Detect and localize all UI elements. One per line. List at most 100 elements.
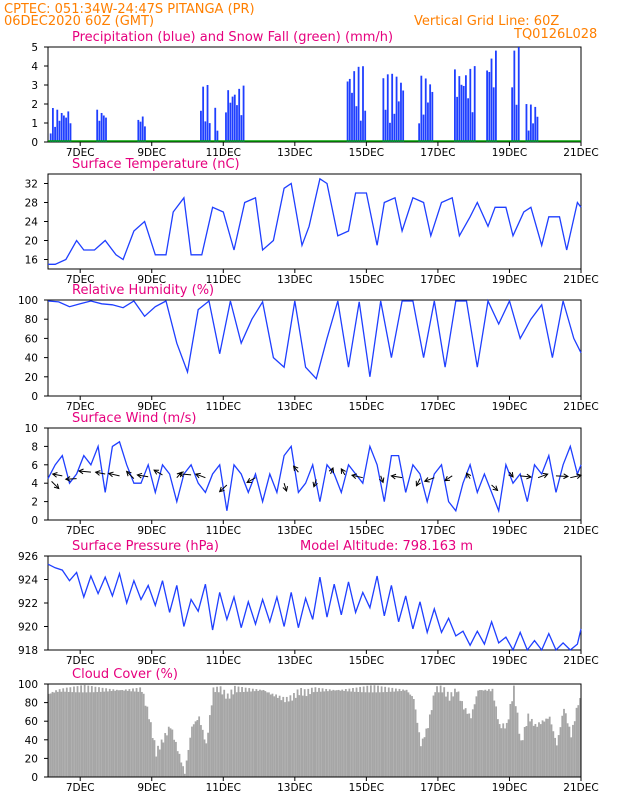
- cloud-bar: [200, 725, 202, 777]
- x-tick-label: 21DEC: [563, 525, 598, 537]
- cloud-bar: [538, 722, 540, 777]
- cloud-bar: [187, 749, 190, 777]
- cloud-bar: [284, 702, 286, 777]
- panel-frame: [47, 555, 582, 651]
- cloud-bar: [55, 690, 57, 777]
- y-tick-label: 926: [18, 551, 38, 563]
- cloud-bar: [334, 690, 336, 777]
- wind-arrow-head: [51, 472, 58, 478]
- cloud-bar: [259, 689, 261, 777]
- precip-bar: [420, 75, 423, 142]
- cloud-bar: [234, 685, 236, 777]
- precip-bar: [200, 110, 202, 142]
- cloud-bar: [196, 720, 199, 777]
- cloud-bar: [49, 693, 52, 777]
- precip-bar: [49, 133, 52, 142]
- y-tick-label: 40: [25, 353, 38, 365]
- panel-frame: [47, 46, 582, 143]
- cloud-bar: [341, 689, 344, 777]
- cloud-bar: [296, 689, 299, 777]
- cloud-bar: [495, 706, 497, 777]
- cloud-bar: [454, 688, 456, 777]
- wind-arrow-head: [94, 470, 101, 476]
- wind-arrow: [78, 470, 91, 473]
- wind-arrow: [126, 471, 135, 479]
- cloud-bar: [273, 696, 276, 777]
- x-tick-label: 15DEC: [349, 782, 384, 794]
- cloud-bar: [552, 731, 555, 777]
- precip-bar: [229, 102, 232, 142]
- x-tick-label: 11DEC: [206, 655, 241, 667]
- x-tick-label: 11DEC: [206, 147, 241, 159]
- panels: 0 1 2 3 4 5 7DEC 9DEC 11DEC 13DEC 15DEC 17DEC 19DEC 2…: [18, 30, 599, 794]
- cloud-bar: [416, 722, 419, 777]
- cloud-bar: [180, 762, 183, 777]
- cloud-bar: [221, 694, 224, 777]
- precip-bar: [465, 75, 467, 142]
- precip-bar: [429, 84, 432, 142]
- precip-bar: [204, 121, 207, 142]
- wind-arrow: [137, 474, 149, 478]
- cloud-bar: [555, 745, 558, 777]
- precip-bar: [202, 86, 205, 142]
- cloud-bar: [89, 692, 91, 777]
- precip-bar: [389, 122, 391, 142]
- cloud-bar: [225, 698, 227, 777]
- wind-arrow-head: [340, 468, 346, 474]
- x-tick-label: 7DEC: [66, 655, 95, 667]
- cloud-bar: [327, 691, 329, 777]
- y-tick-label: 20: [25, 372, 38, 384]
- cloud-bar: [554, 737, 557, 777]
- cloud-bar: [384, 686, 387, 777]
- cloud-bar: [409, 694, 412, 777]
- cloud-bar: [162, 742, 165, 777]
- cloud-bar: [191, 726, 193, 777]
- cloud-bar: [570, 737, 573, 777]
- cloud-bar: [158, 749, 161, 777]
- cloud-bar: [244, 687, 247, 777]
- precip-bar: [532, 123, 534, 142]
- y-tick-label: 2: [31, 497, 38, 509]
- wind-arrow-head: [444, 475, 451, 482]
- cloud-bar: [302, 695, 304, 777]
- wind-arrow-head: [53, 483, 60, 490]
- cloud-bar: [171, 729, 174, 777]
- panel-title: Surface Pressure (hPa): [72, 539, 219, 554]
- wind-arrow: [65, 478, 77, 480]
- wind-arrow-head: [246, 477, 253, 483]
- precip-bar: [357, 66, 360, 142]
- wind-arrow-head: [77, 468, 84, 475]
- precip-bar: [236, 105, 238, 142]
- cloud-bar: [418, 732, 421, 777]
- cloud-bar: [391, 687, 394, 777]
- cloud-bar: [319, 691, 322, 777]
- precip-bar: [56, 109, 59, 142]
- cloud-bar: [85, 692, 88, 777]
- cloud-bar: [480, 690, 483, 777]
- cloud-bar: [328, 689, 331, 777]
- wind-arrow-head: [282, 486, 288, 492]
- cloud-bar: [400, 691, 403, 777]
- cloud-bar: [153, 740, 156, 777]
- precip-bar: [351, 92, 353, 142]
- cloud-bar: [550, 724, 553, 777]
- cloud-bar: [189, 737, 192, 777]
- cloud-bar: [219, 686, 222, 777]
- y-tick-label: 1: [31, 118, 38, 130]
- cloud-bar: [303, 689, 306, 777]
- precip-bar: [458, 76, 461, 142]
- cloud-bar: [511, 701, 514, 777]
- cloud-bar: [509, 703, 512, 777]
- panel-0: 0 1 2 3 4 5 7DEC 9DEC 11DEC 13DEC 15DEC 17DEC 19DEC 2…: [31, 30, 598, 159]
- x-tick-label: 13DEC: [277, 147, 312, 159]
- wind-arrow: [52, 473, 63, 477]
- precip-bar: [486, 70, 489, 142]
- precip-bar: [227, 90, 230, 142]
- precip-bar: [105, 117, 107, 142]
- cloud-bar: [539, 724, 542, 777]
- cloud-bar: [488, 689, 490, 777]
- cloud-bar: [248, 688, 251, 777]
- cloud-bar: [92, 692, 95, 777]
- x-tick-label: 13DEC: [277, 274, 312, 286]
- cloud-bar: [475, 696, 478, 777]
